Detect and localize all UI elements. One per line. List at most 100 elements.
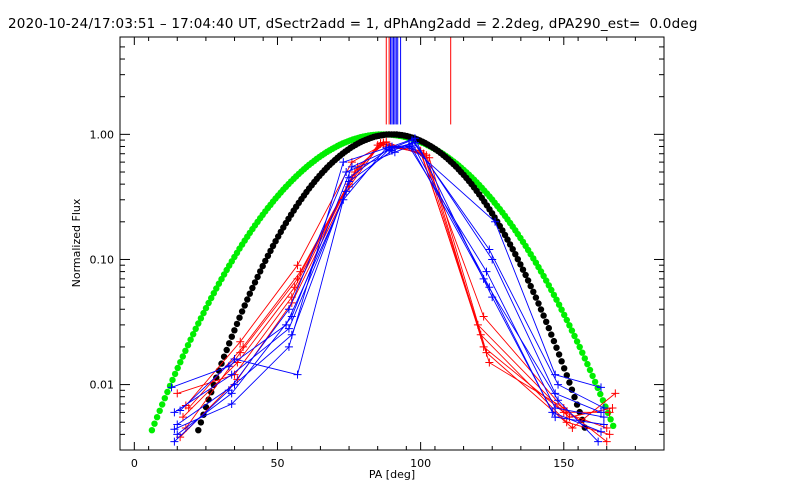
blue-4-point <box>599 413 608 422</box>
black-fit-dot <box>244 296 251 303</box>
black-fit-dot <box>267 247 274 255</box>
y-axis-label: Normalized Flux <box>70 198 83 287</box>
green-fit-dot <box>561 311 568 319</box>
black-fit-dot <box>558 358 565 365</box>
green-fit-dot <box>576 343 583 351</box>
black-fit-dot <box>226 340 233 347</box>
red-2-point <box>605 430 614 439</box>
black-fit-dot <box>527 282 534 290</box>
black-fit-dot <box>566 379 573 386</box>
blue-1-point <box>491 217 500 226</box>
black-fit-dot <box>512 251 519 258</box>
blue-4-point <box>551 403 560 412</box>
blue-7-point <box>385 143 394 152</box>
green-fit-dot <box>169 376 176 384</box>
x-tick-label: 150 <box>553 457 574 470</box>
green-fit-dot <box>190 331 197 338</box>
red-5-line <box>179 143 607 442</box>
red-4-point <box>611 389 620 398</box>
black-fit-dot <box>548 331 555 338</box>
red-1-line <box>177 144 607 429</box>
red-4-point <box>425 153 434 162</box>
blue-6-point <box>176 406 185 415</box>
green-fit-dot <box>597 390 604 398</box>
green-fit-dot <box>607 416 614 423</box>
black-fit-dot <box>563 372 570 379</box>
red-3-point <box>565 413 574 422</box>
black-fit-dot <box>259 262 266 270</box>
red-5-point <box>602 437 611 446</box>
blue-5-point <box>485 283 494 292</box>
green-fit-dot <box>171 370 179 378</box>
black-fit-dot <box>532 294 540 301</box>
black-fit-dot <box>514 256 521 263</box>
green-fit-dot <box>584 360 591 368</box>
data-series-layer <box>167 134 620 446</box>
blue-2-point <box>170 408 179 417</box>
x-axis-label: PA [deg] <box>369 468 415 481</box>
black-fit-dot <box>555 351 563 358</box>
black-fit-dot <box>543 318 550 325</box>
blue-2-line <box>174 139 605 413</box>
green-fit-dot <box>213 285 220 292</box>
green-fit-dot <box>568 327 576 334</box>
green-fit-dot <box>610 422 617 429</box>
green-fit-dot <box>589 372 596 380</box>
red-6-point <box>236 337 245 346</box>
blue-7-point <box>594 437 603 446</box>
blue-2-point <box>284 324 293 333</box>
green-fit-dot <box>210 290 217 297</box>
black-fit-dot <box>246 290 253 297</box>
black-fit-dot <box>264 252 272 259</box>
green-fit-dot <box>543 277 550 284</box>
model-curves-layer <box>148 131 617 434</box>
chart-title: 2020-10-24/17:03:51 – 17:04:40 UT, dSect… <box>8 16 698 32</box>
blue-2-point <box>554 380 563 389</box>
green-fit-dot <box>151 420 158 427</box>
blue-6-point <box>345 173 354 182</box>
blue-3-point <box>488 255 497 264</box>
green-fit-dot <box>566 322 573 329</box>
blue-6-point <box>293 370 302 379</box>
vertical-markers-layer <box>385 37 452 125</box>
black-fit-dot <box>504 236 511 243</box>
green-fit-dot <box>553 296 560 303</box>
blue-1-point <box>551 370 560 379</box>
black-fit-dot <box>561 365 568 372</box>
blue-3-point <box>597 408 606 417</box>
green-fit-dot <box>604 409 612 417</box>
green-fit-dot <box>599 397 607 404</box>
blue-4-point <box>284 305 293 314</box>
green-fit-dot <box>164 388 171 396</box>
green-fit-dot <box>161 395 168 402</box>
black-fit-dot <box>530 288 537 295</box>
green-fit-dot <box>192 325 199 332</box>
green-fit-dot <box>555 301 563 308</box>
red-4-point <box>568 423 577 432</box>
blue-2-point <box>227 370 236 379</box>
red-2-point <box>562 418 571 427</box>
green-fit-dot <box>573 338 581 345</box>
blue-6-point <box>410 134 419 143</box>
y-tick-label: 0.10 <box>90 253 115 266</box>
black-fit-dot <box>241 302 248 309</box>
black-fit-dot <box>553 344 560 351</box>
green-fit-dot <box>202 304 210 312</box>
black-fit-dot <box>254 273 261 281</box>
x-tick-label: 0 <box>131 457 138 470</box>
blue-7-point <box>339 158 348 167</box>
black-fit-dot <box>249 284 256 292</box>
blue-4-point <box>482 267 491 276</box>
green-fit-dot <box>208 294 215 302</box>
green-fit-dot <box>571 332 578 340</box>
black-fit-dot <box>540 312 547 319</box>
black-fit-dot <box>537 306 545 313</box>
red-5-point <box>559 403 568 412</box>
black-fit-dot <box>522 271 529 279</box>
blue-5-point <box>347 162 356 171</box>
black-fit-dot <box>269 242 277 250</box>
black-fit-dot <box>236 314 243 321</box>
green-fit-dot <box>591 378 599 386</box>
blue-7-point <box>554 396 563 405</box>
